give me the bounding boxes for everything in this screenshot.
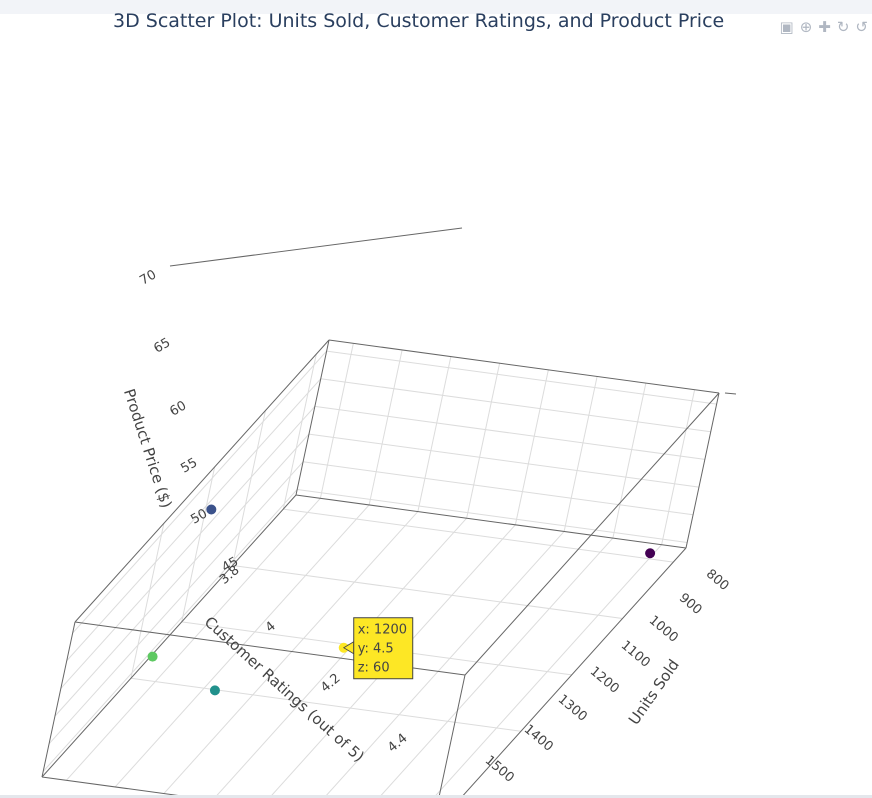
axis-spine-z	[169, 227, 463, 267]
gridline-x	[514, 369, 549, 525]
pan-icon[interactable]: ✚	[818, 18, 831, 36]
tooltip-y-text: y: 4.5	[358, 642, 394, 657]
chart-title: 3D Scatter Plot: Units Sold, Customer Ra…	[113, 10, 725, 32]
gridline-z	[303, 461, 694, 516]
gridline-x	[432, 544, 662, 798]
data-point[interactable]	[147, 651, 158, 662]
x-tick-label: 1200	[587, 664, 622, 697]
gridline-z	[54, 433, 310, 717]
x-tick-label: 1100	[618, 638, 653, 671]
tooltip-z-text: z: 60	[358, 661, 390, 676]
box-edge	[41, 776, 201, 798]
turntable-rotate-icon[interactable]: ↺	[855, 18, 868, 36]
gridline-x	[368, 349, 403, 506]
gridlines	[42, 343, 717, 798]
y-tick-label: 4.4	[385, 731, 410, 756]
gridline-y	[130, 523, 165, 679]
gridline-x	[319, 343, 354, 499]
box-edge	[464, 392, 720, 676]
gridline-z	[60, 406, 316, 689]
gridline-z	[66, 378, 322, 662]
z-tick-label: 60	[167, 398, 189, 419]
data-point[interactable]	[209, 685, 220, 696]
x-tick-label: 1000	[646, 613, 681, 646]
box-edge	[74, 339, 330, 623]
orbit-rotate-icon[interactable]: ↻	[836, 18, 850, 36]
gridline-y	[130, 677, 521, 732]
gridline-z	[314, 405, 705, 460]
hover-tooltip: x: 1200 y: 4.5 z: 60	[342, 617, 414, 680]
box-edge	[328, 339, 720, 394]
gridline-x	[114, 504, 370, 788]
gridline-z	[320, 378, 711, 433]
z-tick-label: 65	[151, 335, 173, 356]
x-tick-label: 1400	[521, 722, 556, 755]
data-point[interactable]	[645, 548, 656, 559]
x-tick-label: 800	[703, 567, 732, 594]
gridline-x	[612, 382, 647, 539]
box-edge	[295, 339, 330, 496]
gridline-y	[283, 508, 674, 563]
x-axis-label: Units Sold	[625, 656, 683, 728]
gridline-x	[661, 389, 696, 545]
gridline-x	[417, 356, 452, 512]
zoom-icon[interactable]: ⊕	[799, 18, 813, 36]
x-tick-label: 1300	[555, 692, 590, 725]
box-edge	[295, 494, 687, 549]
box-edge	[41, 494, 297, 778]
gridline-y	[181, 466, 216, 623]
gridline-x	[466, 363, 501, 519]
axis-spine	[724, 392, 737, 395]
modebar: ▣ ⊕ ✚ ↻ ↺	[776, 14, 872, 40]
gridline-y	[282, 353, 317, 510]
top-bar	[0, 0, 872, 14]
box-edge	[41, 621, 76, 778]
gridline-z	[326, 350, 717, 405]
gridline-x	[323, 531, 565, 798]
data-point[interactable]	[206, 504, 217, 515]
box-edge	[685, 392, 720, 549]
tooltip-x-text: x: 1200	[358, 623, 407, 638]
gridline-y	[232, 565, 623, 619]
box-edge	[438, 674, 466, 798]
bottom-border	[0, 795, 872, 798]
tooltip-box	[353, 617, 414, 680]
gridline-z	[297, 488, 688, 543]
gridline-x	[163, 511, 419, 794]
gridline-x	[378, 537, 614, 798]
gridline-x	[213, 517, 467, 798]
z-tick-label: 50	[188, 506, 210, 527]
gridline-x	[563, 376, 598, 532]
gridline-z	[308, 433, 700, 488]
box-edge	[460, 547, 687, 798]
gridline-x	[66, 497, 321, 781]
z-axis-label: Product Price ($)	[120, 387, 176, 511]
camera-icon[interactable]: ▣	[779, 18, 794, 36]
z-tick-label: 70	[137, 267, 159, 288]
gridline-z	[42, 489, 298, 772]
z-tick-label: 45	[219, 554, 241, 575]
y-tick-label: 4.2	[318, 671, 343, 696]
gridline-z	[72, 350, 328, 634]
x-tick-label: 900	[676, 591, 705, 618]
z-tick-label: 55	[178, 455, 200, 476]
gridline-z	[48, 461, 304, 745]
gridline-y	[232, 410, 266, 566]
